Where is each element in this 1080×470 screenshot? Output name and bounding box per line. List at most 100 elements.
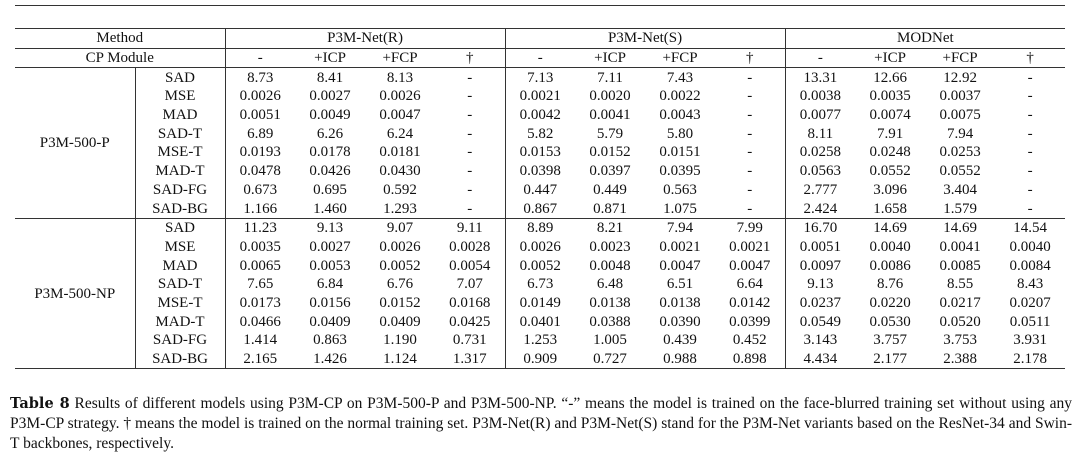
value-cell: 0.0207 bbox=[1009, 294, 1051, 311]
value-cell: - bbox=[715, 199, 786, 219]
value-cell: 8.11 bbox=[807, 125, 834, 142]
value-cell: 1.317 bbox=[435, 349, 506, 370]
value-cell: - bbox=[715, 67, 786, 88]
value-cell: 0.0156 bbox=[309, 294, 351, 311]
header-cell: Method bbox=[15, 28, 226, 49]
value-cell: 0.871 bbox=[575, 199, 646, 219]
value-cell: 2.177 bbox=[855, 349, 926, 370]
value-cell: 0.0052 bbox=[379, 257, 421, 274]
value-cell: 0.0401 bbox=[519, 313, 561, 330]
subheader-cell: - bbox=[785, 47, 856, 69]
value-cell: 0.0552 bbox=[939, 163, 981, 180]
value-cell: 0.0047 bbox=[715, 256, 786, 275]
value-cell: 14.69 bbox=[943, 220, 977, 237]
value-cell: 0.0054 bbox=[435, 256, 506, 275]
value-cell: 0.0409 bbox=[309, 313, 351, 330]
value-cell: 0.0022 bbox=[659, 88, 701, 105]
value-cell: 0.0026 bbox=[239, 88, 281, 105]
value-cell: 8.73 bbox=[247, 69, 274, 86]
value-cell: 6.24 bbox=[386, 125, 414, 142]
value-cell: 0.0466 bbox=[239, 313, 281, 330]
subheader-cell: † bbox=[715, 47, 786, 69]
value-cell: - bbox=[1027, 107, 1033, 124]
caption: Table 8 Results of different models usin… bbox=[10, 394, 1072, 454]
value-cell: 8.55 bbox=[946, 276, 974, 293]
value-cell: 0.0053 bbox=[309, 257, 351, 274]
value-cell: 7.91 bbox=[876, 125, 904, 142]
data-row: MSE 0.0026 0.0027 0.0026-0.0021 0.0020 0.0022… bbox=[15, 87, 1065, 106]
value-cell: 0.0395 bbox=[659, 163, 701, 180]
value-cell: 0.0027 bbox=[309, 238, 351, 255]
subheader-cell: +ICP bbox=[295, 47, 366, 69]
value-cell: 0.0052 bbox=[519, 257, 561, 274]
value-cell: 6.26 bbox=[316, 125, 344, 142]
value-cell: 9.11 bbox=[435, 218, 506, 238]
value-cell: 0.0388 bbox=[589, 313, 631, 330]
caption-label: Table 8 bbox=[10, 395, 70, 412]
value-cell: 3.404 bbox=[943, 181, 977, 198]
value-cell: 12.66 bbox=[873, 69, 907, 86]
value-cell: 0.0153 bbox=[519, 144, 561, 161]
value-cell: 7.99 bbox=[715, 218, 786, 238]
rule bbox=[15, 5, 1065, 6]
value-cell: 0.0021 bbox=[659, 238, 701, 255]
value-cell: 0.0237 bbox=[799, 294, 841, 311]
value-cell: 8.21 bbox=[596, 220, 624, 237]
header-row: Method P3M-Net(R) P3M-Net(S) MODNet bbox=[15, 28, 1066, 49]
value-cell: 0.0426 bbox=[309, 163, 351, 180]
metric-label: MAD bbox=[135, 256, 226, 275]
value-cell: 1.293 bbox=[365, 199, 436, 219]
value-cell: 0.867 bbox=[505, 199, 576, 219]
value-cell: 1.190 bbox=[383, 332, 417, 349]
value-cell: 0.0086 bbox=[869, 257, 911, 274]
value-cell: 0.0021 bbox=[715, 237, 786, 257]
value-cell: 3.931 bbox=[1013, 332, 1047, 349]
value-cell: 0.0048 bbox=[589, 257, 631, 274]
metric-label: SAD-T bbox=[135, 124, 226, 144]
value-cell: 7.94 bbox=[946, 125, 974, 142]
subheader-cell: +ICP bbox=[855, 47, 926, 69]
data-row: MAD 0.0051 0.0049 0.0047-0.0042 0.0041 0.0043… bbox=[15, 105, 1065, 125]
data-row: MAD-T 0.0478 0.0426 0.0430-0.0398 0.0397 0.03… bbox=[15, 161, 1065, 181]
data-row: SAD-T 7.65 6.84 6.76 7.07 6.73 6.48 6.51 6.64 9.1… bbox=[15, 274, 1065, 294]
value-cell: 0.0258 bbox=[799, 144, 841, 161]
results-table: Method P3M-Net(R) P3M-Net(S) MODNet CP Modul… bbox=[15, 28, 1066, 370]
value-cell: 8.89 bbox=[527, 220, 554, 237]
value-cell: 6.51 bbox=[666, 276, 694, 293]
value-cell: - bbox=[995, 199, 1066, 219]
value-cell: - bbox=[435, 105, 506, 125]
value-cell: 7.94 bbox=[666, 220, 694, 237]
value-cell: 7.13 bbox=[527, 69, 554, 86]
value-cell: 0.0037 bbox=[939, 88, 981, 105]
value-cell: 0.0041 bbox=[589, 107, 631, 124]
metric-label: SAD-BG bbox=[135, 199, 226, 219]
subheader-cell: - bbox=[225, 47, 296, 69]
value-cell: 0.0051 bbox=[239, 107, 281, 124]
value-cell: 8.13 bbox=[386, 69, 414, 86]
value-cell: - bbox=[435, 199, 506, 219]
subheader-cell: † bbox=[995, 47, 1066, 69]
data-row: SAD-BG 2.165 1.426 1.124 1.317 0.909 0.727 0.98… bbox=[15, 349, 1066, 370]
value-cell: 0.0026 bbox=[379, 238, 421, 255]
value-cell: 7.07 bbox=[435, 274, 506, 294]
value-cell: 0.0152 bbox=[589, 144, 631, 161]
metric-label: MAD-T bbox=[135, 161, 226, 181]
value-cell: - bbox=[715, 124, 786, 144]
value-cell: 3.143 bbox=[803, 332, 838, 349]
value-cell: 0.0043 bbox=[659, 107, 701, 124]
value-cell: 9.13 bbox=[807, 276, 834, 293]
value-cell: 0.0026 bbox=[379, 88, 421, 105]
value-cell: 5.82 bbox=[527, 125, 554, 142]
metric-label: MSE bbox=[135, 237, 226, 257]
value-cell: - bbox=[435, 67, 506, 88]
subheader-cell: † bbox=[435, 47, 506, 69]
data-row: MSE-T 0.0193 0.0178 0.0181-0.0153 0.0152 0.01… bbox=[15, 143, 1065, 162]
value-cell: 3.757 bbox=[873, 332, 907, 349]
value-cell: 0.0253 bbox=[939, 144, 981, 161]
value-cell: 7.43 bbox=[666, 69, 694, 86]
value-cell: 0.0027 bbox=[309, 88, 351, 105]
value-cell: 8.76 bbox=[876, 276, 904, 293]
value-cell: 0.452 bbox=[715, 331, 786, 350]
value-cell: 0.0425 bbox=[435, 312, 506, 331]
